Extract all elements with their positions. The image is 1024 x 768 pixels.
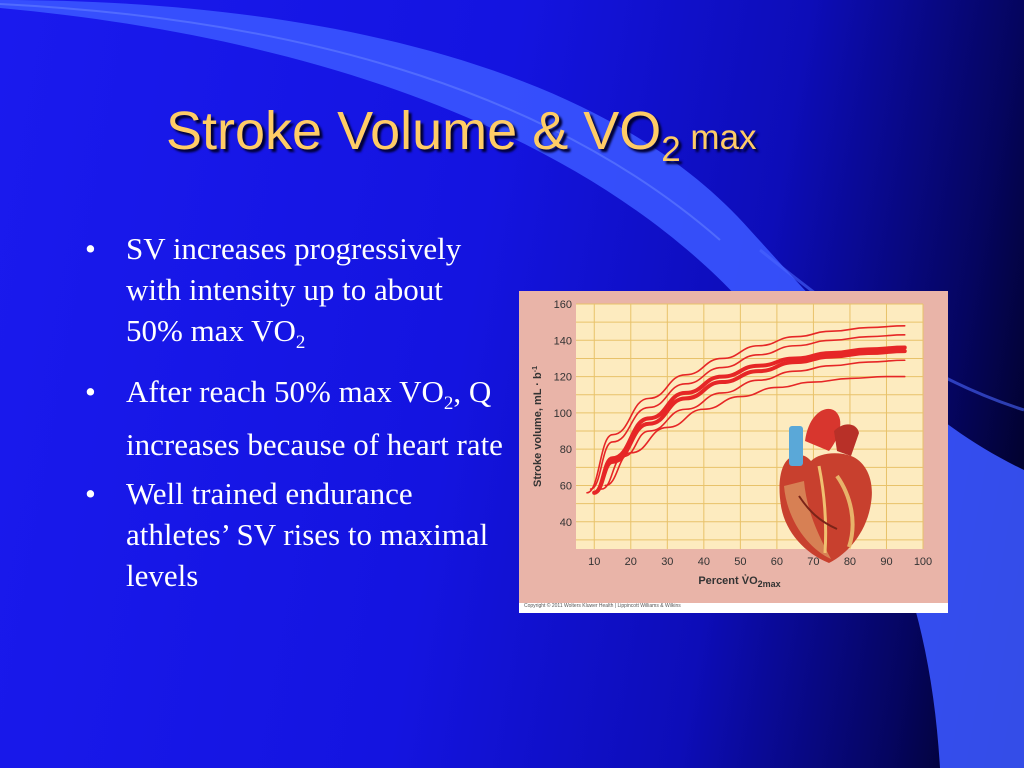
x-axis-label-text: Percent V̇O [698,574,758,587]
title-suffix: max [680,118,757,157]
y-tick-label: 140 [554,335,572,347]
bullet-text: After reach 50% max VO [126,374,444,410]
chart-figure: 10 20 30 40 50 60 70 80 90 100 40 60 80 100 120 140 160… [519,291,948,613]
x-axis-label: Percent V̇O2max [698,574,780,589]
y-axis-label-text: Stroke volume, mL · b [532,372,544,487]
x-tick-label: 40 [698,556,710,568]
bullet-dot-icon: • [85,231,96,266]
y-tick-label: 160 [554,299,572,311]
y-tick-label: 80 [560,444,572,456]
x-tick-label: 90 [880,556,892,568]
x-tick-label: 70 [807,556,819,568]
x-tick-label: 50 [734,556,746,568]
bullet-item: • Well trained endurance athletes’ SV ri… [85,473,505,608]
bullet-dot-icon: • [85,476,96,512]
x-tick-label: 80 [844,556,856,568]
y-tick-label: 60 [560,480,572,492]
stroke-volume-chart: 10 20 30 40 50 60 70 80 90 100 40 60 80 100 120 140 160… [519,291,948,603]
chart-series [586,324,907,495]
series-line-1 [586,324,906,494]
y-tick-label: 100 [554,408,572,420]
bullet-item: • SV increases progressively with intens… [85,228,505,363]
title-main: Stroke Volume & VO [166,101,662,161]
x-tick-label: 30 [661,556,673,568]
title-subscript: 2 [661,130,681,169]
y-tick-labels: 40 60 80 100 120 140 160 [554,299,572,529]
bullet-text-tail: , Q increases because of heart rate [126,374,503,463]
bullet-text: Well trained endurance athletes’ SV rise… [126,476,489,594]
bullet-text: SV increases progressively with intensit… [126,231,462,348]
y-axis-label-sup: -1 [532,366,539,372]
x-tick-label: 60 [771,556,783,568]
bullet-subscript: 2 [443,393,454,415]
heart-illustration [779,408,872,563]
series-line-4 [592,349,907,495]
series-line-5 [600,359,906,490]
series-line-6 [604,375,906,487]
x-tick-label: 100 [914,556,932,568]
x-tick-label: 20 [625,556,637,568]
series-line-2 [589,334,906,490]
x-tick-labels: 10 20 30 40 50 60 70 80 90 100 [588,556,932,568]
x-axis-label-sub: 2max [758,579,781,589]
y-axis-label: Stroke volume, mL · b-1 [532,366,544,487]
bullet-list: • SV increases progressively with intens… [85,228,505,617]
x-tick-label: 10 [588,556,600,568]
y-tick-label: 40 [560,517,572,529]
copyright-credit: Copyright © 2011 Wolters Kluwer Health |… [524,603,681,609]
bullet-item: • After reach 50% max VO2, Q increases b… [85,371,505,465]
y-tick-label: 120 [554,372,572,384]
bullet-subscript: 2 [295,332,306,354]
slide-title: Stroke Volume & VO2 max [166,100,757,169]
bullet-dot-icon: • [85,374,96,410]
